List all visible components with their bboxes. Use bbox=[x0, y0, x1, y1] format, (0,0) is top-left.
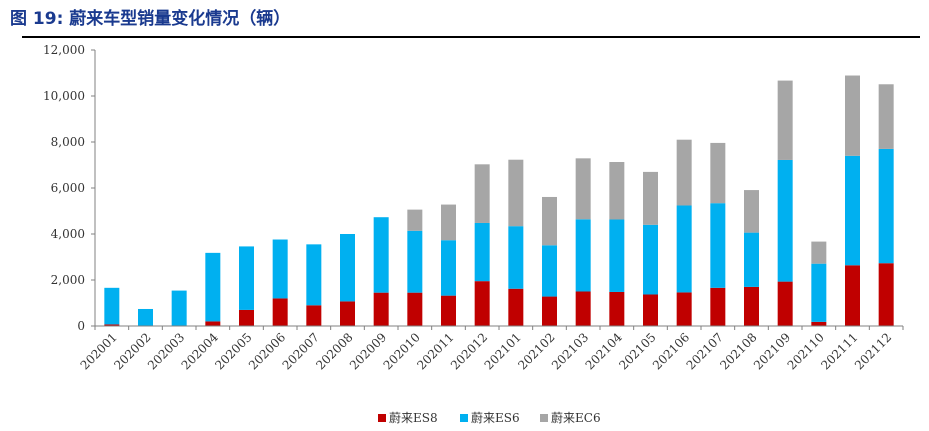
es6-bar bbox=[104, 287, 120, 325]
y-tick-label: 4,000 bbox=[51, 227, 85, 241]
es6-bar bbox=[575, 219, 591, 292]
es8-bar bbox=[239, 309, 254, 326]
es6-bar bbox=[272, 239, 288, 299]
es6-bar bbox=[811, 263, 827, 322]
legend-es6-swatch bbox=[460, 414, 468, 422]
es8-bar bbox=[272, 298, 288, 326]
es6-bar bbox=[171, 290, 187, 326]
es8-bar bbox=[104, 324, 120, 326]
legend-es8-label: 蔚来ES8 bbox=[389, 411, 438, 425]
ec6-bar bbox=[643, 171, 658, 225]
es8-bar bbox=[811, 321, 827, 326]
es6-bar bbox=[777, 159, 793, 282]
figure-title: 图 19: 蔚来车型销量变化情况（辆） bbox=[10, 9, 291, 29]
es6-bar bbox=[845, 155, 860, 266]
es8-bar bbox=[609, 291, 625, 326]
ec6-bar bbox=[441, 204, 456, 241]
es8-bar bbox=[340, 301, 355, 326]
x-tick-label: 202112 bbox=[852, 330, 894, 372]
es6-bar bbox=[508, 226, 524, 289]
es6-bar bbox=[474, 222, 490, 282]
legend-ec6-swatch bbox=[540, 414, 548, 422]
es6-bar bbox=[609, 219, 625, 292]
es8-bar bbox=[306, 305, 322, 326]
es8-bar bbox=[205, 321, 221, 326]
ec6-bar bbox=[609, 162, 625, 220]
ec6-bar bbox=[575, 158, 591, 220]
es6-bar bbox=[407, 230, 423, 293]
es6-bar bbox=[306, 244, 322, 306]
y-tick-label: 0 bbox=[77, 319, 85, 333]
es8-bar bbox=[744, 286, 759, 326]
ec6-bar bbox=[710, 142, 726, 204]
es6-bar bbox=[542, 245, 557, 297]
es8-bar bbox=[845, 265, 860, 326]
ec6-bar bbox=[676, 139, 692, 206]
es6-bar bbox=[373, 217, 389, 293]
es6-bar bbox=[710, 203, 726, 288]
es8-bar bbox=[508, 288, 524, 326]
ec6-bar bbox=[474, 164, 490, 223]
y-tick-label: 8,000 bbox=[51, 135, 85, 149]
x-axis: 2020012020022020032020042020052020062020… bbox=[78, 325, 904, 373]
es6-bar bbox=[643, 224, 658, 295]
es8-bar bbox=[575, 291, 591, 326]
ec6-bar bbox=[878, 84, 894, 149]
es6-bar bbox=[441, 240, 456, 296]
bars-group bbox=[104, 75, 894, 326]
title-rule bbox=[22, 36, 920, 38]
ec6-bar bbox=[777, 80, 793, 160]
ec6-bar bbox=[845, 75, 860, 156]
es6-bar bbox=[744, 232, 759, 287]
ec6-bar bbox=[811, 241, 827, 264]
legend-es6-label: 蔚来ES6 bbox=[471, 411, 520, 425]
ec6-bar bbox=[508, 159, 524, 227]
es8-bar bbox=[878, 263, 894, 326]
es8-bar bbox=[676, 292, 692, 326]
y-tick-label: 12,000 bbox=[43, 43, 85, 57]
y-tick-label: 2,000 bbox=[51, 273, 85, 287]
es6-bar bbox=[340, 234, 355, 302]
es6-bar bbox=[878, 148, 894, 264]
ec6-bar bbox=[542, 196, 557, 246]
es8-bar bbox=[441, 295, 456, 326]
es8-bar bbox=[542, 296, 557, 326]
es6-bar bbox=[676, 205, 692, 293]
ec6-bar bbox=[744, 190, 759, 233]
es8-bar bbox=[777, 281, 793, 326]
es6-bar bbox=[239, 246, 254, 310]
es8-bar bbox=[407, 292, 423, 326]
y-tick-label: 10,000 bbox=[43, 89, 85, 103]
es8-bar bbox=[643, 294, 658, 326]
es6-bar bbox=[138, 308, 153, 326]
y-tick-label: 6,000 bbox=[51, 181, 85, 195]
es8-bar bbox=[373, 292, 389, 326]
es8-bar bbox=[474, 281, 490, 326]
legend-es8-swatch bbox=[378, 414, 386, 422]
y-axis: 0 2,000 4,000 6,000 8,000 10,000 12,000 bbox=[43, 43, 96, 333]
es6-bar bbox=[205, 252, 221, 322]
legend: 蔚来ES8 蔚来ES6 蔚来EC6 bbox=[378, 411, 601, 425]
ec6-bar bbox=[407, 209, 423, 231]
es8-bar bbox=[710, 287, 726, 326]
legend-ec6-label: 蔚来EC6 bbox=[551, 411, 601, 425]
